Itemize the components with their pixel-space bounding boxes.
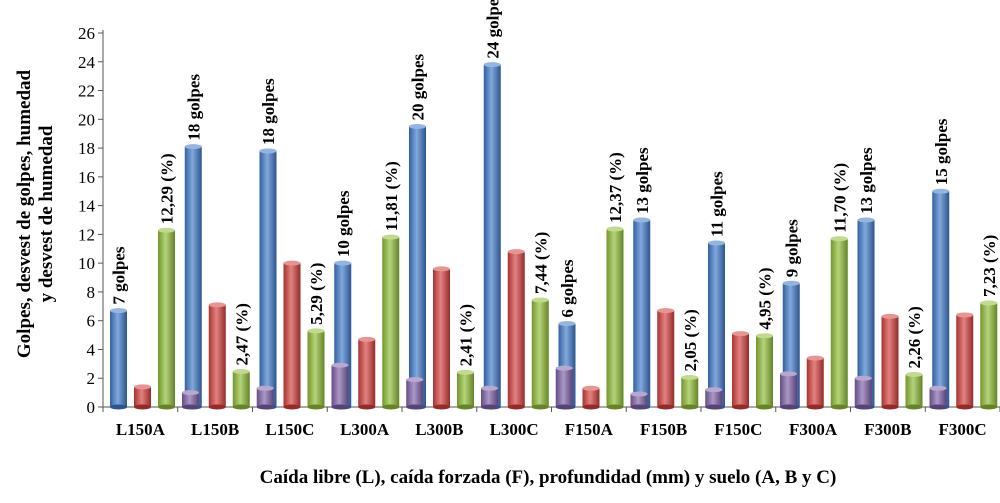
data-label: 4,95 (%) [756, 267, 775, 329]
y-tick-label: 2 [87, 369, 96, 388]
data-label: 13 golpes [633, 147, 652, 214]
bar [208, 302, 226, 410]
bar [158, 227, 175, 410]
x-tick-label: L150A [116, 420, 166, 439]
bar [657, 308, 675, 410]
bar [555, 365, 573, 410]
data-label: 20 golpes [409, 54, 428, 121]
y-tick-label: 14 [78, 197, 96, 216]
bar [483, 62, 501, 410]
y-tick-label: 8 [87, 283, 96, 302]
bar [854, 375, 872, 410]
x-tick-label: L150C [265, 420, 314, 439]
bar [457, 369, 474, 410]
data-label: 9 golpes [782, 219, 801, 277]
data-label: 2,41 (%) [457, 304, 476, 366]
y-axis-title-line2: y desvest de humedad [36, 125, 57, 302]
data-label: 24 golpes [483, 0, 502, 59]
bar [929, 385, 947, 410]
data-label: 11 golpes [708, 171, 727, 237]
bar [110, 308, 127, 410]
bar [606, 226, 624, 410]
bar [905, 371, 923, 410]
y-tick-label: 10 [78, 254, 95, 273]
bar [705, 387, 723, 410]
data-label: 10 golpes [334, 190, 353, 257]
bar [582, 385, 600, 410]
y-tick-label: 12 [78, 225, 95, 244]
y-tick-label: 16 [78, 168, 95, 187]
x-tick-label: F150A [565, 420, 614, 439]
bar [406, 377, 424, 410]
bar [182, 390, 199, 410]
bar [806, 355, 824, 410]
bar [881, 313, 899, 410]
bar [382, 234, 400, 410]
y-tick-label: 4 [87, 340, 96, 359]
bar [409, 124, 426, 410]
bar [980, 300, 998, 410]
data-label: 11,81 (%) [382, 161, 401, 231]
bar [633, 217, 651, 410]
bar [708, 240, 725, 410]
x-tick-label: F300B [864, 420, 911, 439]
data-label: 7,23 (%) [980, 235, 999, 297]
data-label: 5,29 (%) [307, 263, 326, 325]
x-tick-label: F150B [640, 420, 687, 439]
x-tick-label: F300A [789, 420, 838, 439]
x-tick-label: L300B [415, 420, 463, 439]
data-label: 18 golpes [184, 74, 203, 141]
data-label: 2,05 (%) [681, 309, 700, 371]
data-label: 12,37 (%) [606, 152, 625, 223]
bar [732, 331, 749, 410]
data-label: 12,29 (%) [158, 153, 177, 224]
bar [531, 297, 549, 410]
data-label: 7,44 (%) [531, 232, 550, 294]
bar [256, 385, 274, 410]
data-label: 6 golpes [558, 259, 577, 317]
bar [756, 333, 773, 410]
data-label: 7 golpes [110, 246, 129, 304]
bar [283, 260, 301, 410]
data-label: 2,26 (%) [905, 306, 924, 368]
x-tick-label: F300C [939, 420, 987, 439]
bar [184, 144, 202, 410]
y-axis-title-line1: Golpes, desvest de golpes, humedad [14, 69, 35, 358]
bar [307, 328, 325, 410]
x-axis-title: Caída libre (L), caída forzada (F), prof… [260, 467, 837, 488]
y-tick-label: 22 [78, 82, 95, 101]
bar [630, 391, 648, 410]
data-label: 11,70 (%) [830, 163, 849, 233]
bar [481, 385, 498, 410]
bar [780, 371, 797, 410]
bar [932, 188, 950, 410]
bar [830, 236, 848, 410]
y-tick-label: 6 [87, 312, 96, 331]
data-label: 15 golpes [932, 118, 951, 185]
bar [259, 148, 277, 410]
bar [681, 375, 699, 410]
y-tick-label: 18 [78, 139, 95, 158]
x-tick-label: L150B [191, 420, 239, 439]
bar [956, 312, 974, 410]
data-label: 2,47 (%) [232, 303, 251, 365]
bar [358, 336, 376, 410]
y-tick-label: 24 [78, 53, 96, 72]
y-tick-label: 0 [87, 398, 96, 417]
bar [134, 384, 151, 410]
bar [507, 249, 525, 410]
x-tick-label: L300A [340, 420, 390, 439]
x-tick-label: L300C [490, 420, 539, 439]
y-tick-label: 20 [78, 110, 95, 129]
bar [331, 362, 349, 410]
x-tick-label: F150C [714, 420, 762, 439]
y-tick-label: 26 [78, 24, 95, 43]
bar [232, 368, 250, 410]
data-label: 18 golpes [259, 78, 278, 145]
data-label: 13 golpes [857, 147, 876, 214]
bar [433, 266, 450, 410]
